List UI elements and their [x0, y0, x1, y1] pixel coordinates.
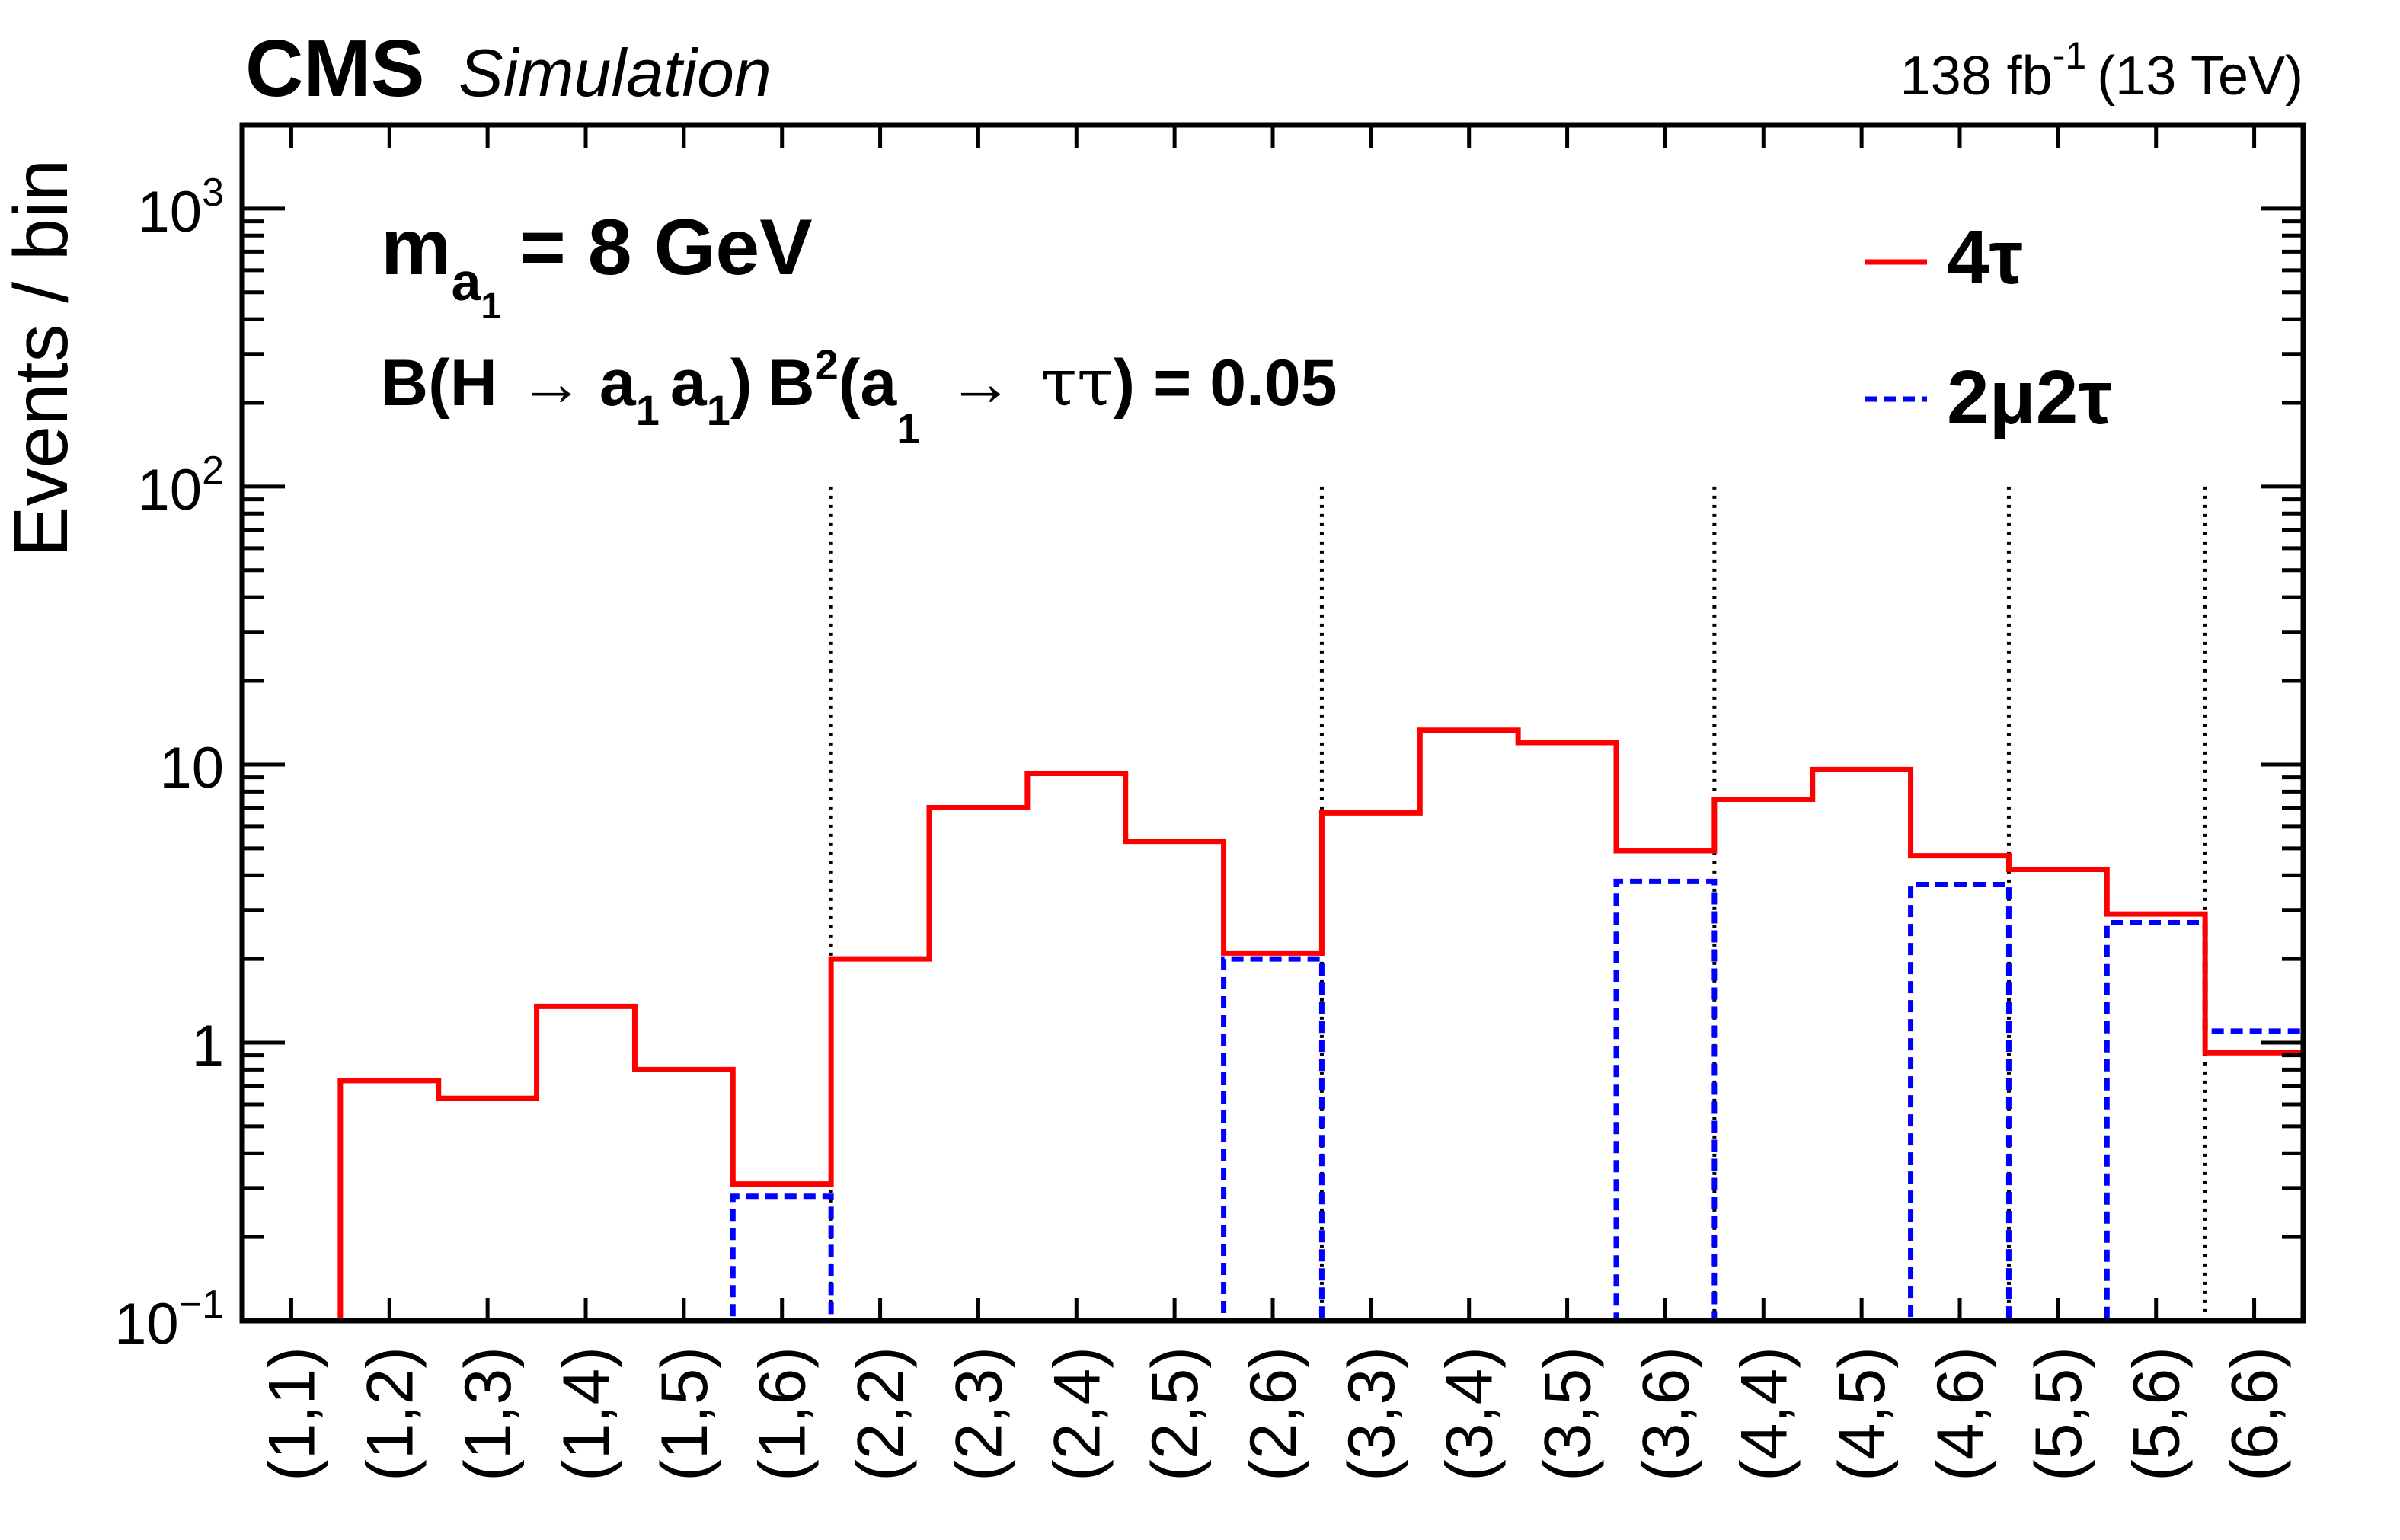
lumi-energy: (13 TeV) [2097, 46, 2303, 107]
br-a2-sub: 1 [707, 386, 730, 434]
x-tick-label: (4,4) [1727, 1347, 1801, 1481]
x-tick-label: (2,2) [845, 1347, 918, 1481]
series-line-4tau [242, 727, 2303, 1324]
br-a2: a [670, 347, 708, 420]
mass-sub-a: a [451, 252, 481, 312]
y-tick-label: 10−1 [114, 1283, 224, 1356]
y-tick-label: 1 [192, 1014, 224, 1078]
mass-annotation: ma1 = 8 GeV [381, 203, 813, 327]
x-tick-label: (1,6) [746, 1347, 820, 1481]
x-tick-label: (6,6) [2219, 1347, 2292, 1481]
x-tick-label: (2,5) [1139, 1347, 1212, 1481]
y-axis-label: Events / bin [0, 159, 84, 558]
x-tick-label: (3,6) [1629, 1347, 1702, 1481]
y-tick-label: 103 [138, 171, 224, 244]
plot-area [242, 125, 2303, 1321]
legend-label-4tau: 4τ [1947, 215, 2023, 300]
experiment-label: CMS [245, 24, 425, 113]
br-open: B(H [381, 347, 497, 420]
lumi-value: 138 fb [1900, 46, 2053, 107]
x-tick-label: (1,5) [648, 1347, 721, 1481]
plot-frame [239, 122, 2306, 1324]
x-tick-label: (3,3) [1335, 1347, 1408, 1481]
mass-m: m [381, 203, 451, 292]
x-tick-label: (1,2) [353, 1347, 427, 1481]
x-axis-ticks: (1,1) (1,2) (1,3) (1,4) (1,5) (1,6) (2,2) (2,3)… [255, 125, 2292, 1481]
mass-value: = 8 GeV [519, 203, 812, 292]
x-tick-label: (3,5) [1532, 1347, 1605, 1481]
x-tick-label: (3,4) [1433, 1347, 1507, 1481]
x-tick-label: (5,5) [2022, 1347, 2095, 1481]
br-a1-sub: 1 [636, 386, 660, 434]
br-tautau: ττ [1040, 345, 1113, 421]
branching-annotation: B(H → a1 a1) B2(a1→ ττ) = 0.05 [381, 340, 1337, 452]
x-tick-label: (2,6) [1237, 1347, 1310, 1481]
y-axis-ticks: 10−1 1 10 102 103 [114, 123, 2303, 1356]
br-open-a: (a [839, 347, 898, 420]
br-a1: a [599, 347, 637, 420]
x-tick-label: (4,6) [1924, 1347, 1997, 1481]
x-tick-label: (1,1) [255, 1347, 328, 1481]
br-sup2: 2 [815, 340, 839, 388]
luminosity-label: 138 fb-1 (13 TeV) [1900, 34, 2303, 107]
legend: 4τ 2μ2τ [1865, 215, 2112, 440]
x-tick-label: (1,4) [550, 1347, 623, 1481]
legend-label-2mu2tau: 2μ2τ [1947, 355, 2112, 440]
x-tick-label: (5,6) [2120, 1347, 2194, 1481]
br-arrow-2: → [948, 347, 1013, 420]
x-tick-label: (2,4) [1040, 1347, 1114, 1481]
br-value: ) = 0.05 [1114, 347, 1337, 420]
y-tick-label: 102 [138, 449, 224, 522]
mass-sub-1: 1 [481, 286, 501, 327]
br-close: ) [730, 347, 753, 420]
y-tick-label: 10 [159, 736, 224, 800]
lumi-exponent: -1 [2053, 34, 2086, 77]
br-arrow-1: → [519, 347, 584, 420]
simulation-label: Simulation [459, 35, 772, 110]
x-tick-label: (1,3) [452, 1347, 525, 1481]
br-a3-sub: 1 [896, 404, 920, 452]
x-tick-label: (4,5) [1826, 1347, 1899, 1481]
x-tick-label: (2,3) [942, 1347, 1015, 1481]
br-B: B [768, 347, 815, 420]
